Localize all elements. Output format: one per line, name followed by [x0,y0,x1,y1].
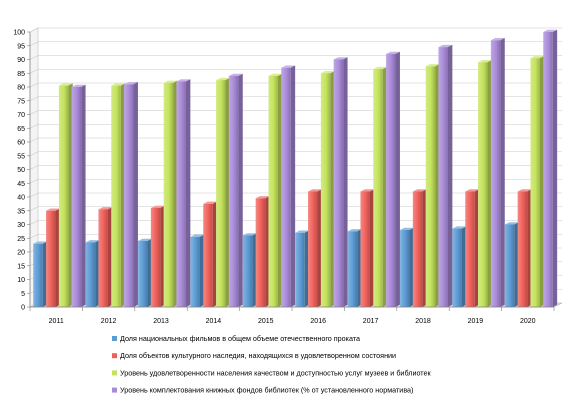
legend-swatch [112,336,117,341]
legend-label: Доля национальных фильмов в общем объеме… [120,334,360,343]
bar [190,234,205,307]
y-tick-label: 50 [17,167,25,174]
y-tick-label: 20 [17,250,25,257]
y-tick-label: 55 [17,153,25,160]
bar [478,60,492,307]
bar [438,44,453,308]
bar [46,208,60,307]
bar [543,29,558,308]
y-tick-label: 0 [21,305,25,312]
y-axis: 0 5 10 15 20 25 30 35 40 45 50 55 60 65 70 75 80 85 90 95 10… [13,30,31,312]
bar [333,57,348,307]
bars [33,29,558,308]
gridline [29,55,562,60]
bar [373,66,388,307]
y-tick-label: 25 [17,236,25,243]
bar [412,189,427,307]
bar [268,73,283,307]
bar [425,64,440,307]
x-tick-label: 2020 [520,318,536,325]
bar [517,189,532,307]
bar [71,84,86,307]
x-tick-label: 2019 [468,318,484,325]
y-tick-label: 70 [17,112,25,119]
legend-label: Уровень удовлетворенности населения каче… [120,368,432,377]
y-tick-label: 85 [17,71,25,78]
bar [360,189,375,307]
bar [308,189,322,307]
legend: Доля национальных фильмов в общем объеме… [112,334,432,395]
y-tick-label: 15 [17,263,25,270]
gridline [29,27,562,33]
legend-entry: Доля национальных фильмов в общем объеме… [112,334,360,343]
x-tick-label: 2013 [153,318,169,325]
x-axis: 2011 2012 2013 2014 2015 2016 2017 2018 2019 2020 [29,306,555,325]
legend-swatch [112,387,117,393]
bar [490,38,505,308]
bar [203,201,218,307]
bar [386,51,400,307]
y-tick-label: 65 [17,126,25,133]
legend-entry: Доля объектов культурного наследия, нахо… [112,351,396,360]
bar [138,238,152,307]
bar [98,207,113,307]
legend-swatch [112,353,117,359]
x-tick-label: 2017 [363,318,379,325]
bar [255,196,270,307]
y-tick-label: 80 [17,85,25,92]
y-tick-label: 40 [17,195,25,202]
x-tick-label: 2016 [310,318,326,325]
y-tick-label: 35 [17,208,25,215]
x-tick-label: 2015 [258,318,274,325]
y-tick-label: 30 [17,222,25,229]
bar [347,229,362,307]
y-tick-label: 5 [21,291,25,298]
gridline [29,41,562,47]
bar [295,230,310,307]
x-tick-label: 2011 [49,318,64,325]
y-tick-label: 90 [17,57,25,64]
legend-swatch [112,370,117,376]
y-tick-label: 95 [17,43,25,50]
bar [124,82,138,307]
y-tick-label: 75 [17,98,25,105]
bar [320,71,335,307]
bar [530,55,545,307]
bar [242,233,257,307]
y-tick-label: 60 [17,140,25,147]
legend-label: Доля объектов культурного наследия, нахо… [120,351,396,360]
x-tick-label: 2012 [101,318,117,325]
y-tick-label: 100 [13,30,25,37]
bar [176,79,191,307]
bar [452,226,467,307]
bar [33,241,48,307]
bar [85,240,100,307]
bar [150,205,165,307]
bar [216,77,230,307]
legend-entry: Уровень удовлетворенности населения каче… [112,368,432,377]
bar [504,222,519,307]
legend-label: Уровень комплектования книжных фондов би… [120,386,413,395]
bar [58,83,73,307]
bar [400,227,414,307]
bar [163,80,178,307]
bar [111,83,126,307]
bar [281,65,296,307]
y-tick-label: 45 [17,181,25,188]
legend-entry: Уровень комплектования книжных фондов би… [112,386,413,395]
x-tick-label: 2014 [206,318,222,325]
y-tick-label: 10 [17,277,25,284]
bar [465,189,480,307]
x-tick-label: 2018 [415,318,431,325]
bar [228,73,243,307]
